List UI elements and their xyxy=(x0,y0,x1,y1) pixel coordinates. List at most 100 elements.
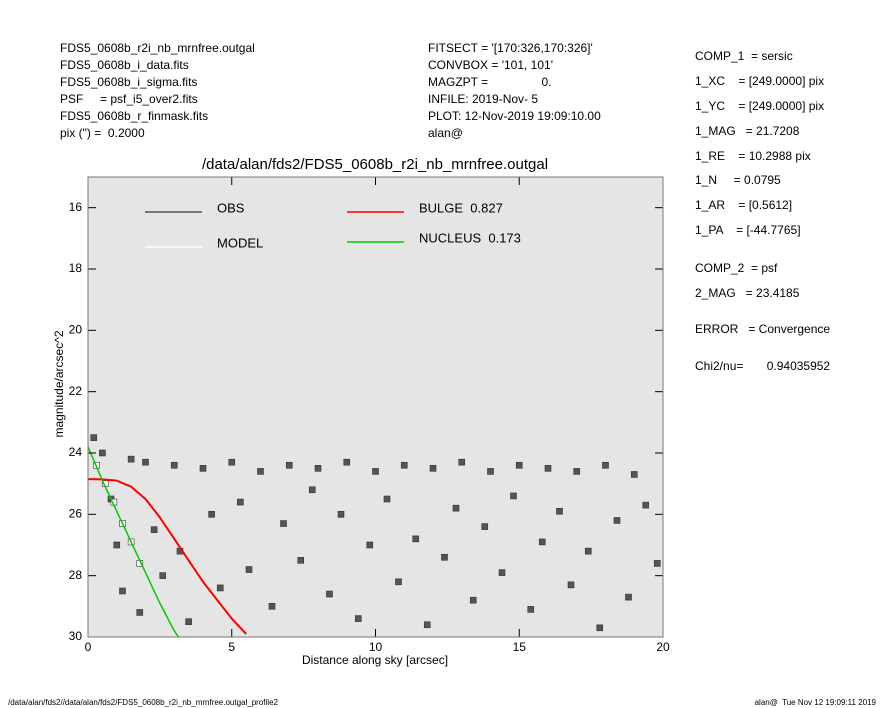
legend-label: NUCLEUS 0.173 xyxy=(419,230,521,245)
data-point xyxy=(584,547,592,555)
data-point xyxy=(423,621,431,629)
legend-label: OBS xyxy=(217,200,245,215)
y-tick-label: 22 xyxy=(69,384,83,398)
data-point xyxy=(573,468,581,475)
y-tick-label: 18 xyxy=(69,261,83,275)
data-point xyxy=(216,584,224,592)
data-point xyxy=(228,458,236,466)
x-tick-label: 20 xyxy=(656,640,670,654)
y-tick-label: 24 xyxy=(69,445,83,459)
data-point xyxy=(498,569,506,576)
data-point xyxy=(257,468,264,475)
header-left-line: PSF = psf_i5_over2.fits xyxy=(60,92,198,106)
header-right-line: 1_PA = [-44.7765] xyxy=(695,223,801,237)
data-point xyxy=(625,593,632,601)
data-point xyxy=(208,511,215,518)
data-point xyxy=(567,581,575,589)
data-point xyxy=(613,517,621,524)
header-middle-line: MAGZPT = 0. xyxy=(428,75,551,89)
data-point xyxy=(527,606,535,613)
plot-frame xyxy=(87,176,664,638)
data-point xyxy=(245,566,253,573)
data-point xyxy=(372,468,379,475)
header-left-line: pix (") = 0.2000 xyxy=(60,126,145,140)
header-middle-line: FITSECT = '[170:326,170:326]' xyxy=(428,41,593,55)
data-point xyxy=(412,535,420,543)
legend-label: MODEL xyxy=(217,235,263,250)
model-line xyxy=(88,478,247,635)
header-right-line: COMP_2 = psf xyxy=(695,261,778,275)
data-point xyxy=(400,461,408,469)
data-point xyxy=(544,465,552,472)
data-point xyxy=(185,618,192,625)
data-point xyxy=(602,461,609,469)
data-point xyxy=(441,553,448,561)
data-point xyxy=(596,624,604,632)
data-point xyxy=(337,511,345,518)
header-right-line: 2_MAG = 23.4185 xyxy=(695,286,800,300)
data-point xyxy=(510,492,517,500)
data-point xyxy=(383,495,391,503)
header-right-line: 1_YC = [249.0000] pix xyxy=(695,99,824,113)
x-axis-label: Distance along sky [arcsec] xyxy=(302,653,448,667)
plot-area xyxy=(88,434,661,637)
data-point xyxy=(113,541,121,549)
header-middle-line: PLOT: 12-Nov-2019 19:09:10.00 xyxy=(428,109,601,123)
data-point xyxy=(142,458,149,466)
header-right-line: 1_N = 0.0795 xyxy=(695,173,781,187)
data-point xyxy=(538,538,546,546)
data-point xyxy=(395,578,402,586)
data-point xyxy=(297,557,305,564)
legend-label: BULGE 0.827 xyxy=(419,200,503,215)
data-point xyxy=(366,541,374,549)
data-point xyxy=(90,434,98,441)
data-point xyxy=(199,465,207,472)
data-point xyxy=(99,449,106,457)
data-point xyxy=(556,507,563,515)
x-tick-label: 0 xyxy=(85,640,92,654)
data-point xyxy=(429,465,437,472)
x-tick-label: 15 xyxy=(513,640,527,654)
x-tick-label: 10 xyxy=(369,640,383,654)
data-point xyxy=(150,526,158,533)
header-right-line: ERROR = Convergence xyxy=(695,322,830,336)
data-point xyxy=(343,458,351,466)
model-line xyxy=(88,446,180,637)
chart-title: /data/alan/fds2/FDS5_0608b_r2i_nb_mrnfre… xyxy=(202,156,548,173)
header-right-line: 1_MAG = 21.7208 xyxy=(695,124,800,138)
data-point xyxy=(280,520,287,527)
data-point xyxy=(515,461,523,469)
x-tick-label: 5 xyxy=(228,640,235,654)
data-point xyxy=(127,455,135,463)
data-point xyxy=(159,572,167,579)
data-point xyxy=(136,609,144,616)
y-axis-label: magnitude/arcsec^2 xyxy=(52,330,66,437)
data-point xyxy=(452,504,460,512)
data-point xyxy=(354,615,362,622)
header-middle-line: CONVBOX = '101, 101' xyxy=(428,58,553,72)
header-right-line: 1_XC = [249.0000] pix xyxy=(695,74,824,88)
data-point xyxy=(653,560,661,567)
data-point xyxy=(119,587,126,595)
header-middle-line: INFILE: 2019-Nov- 5 xyxy=(428,92,538,106)
header-left-line: FDS5_0608b_r2i_nb_mrnfree.outgal xyxy=(60,41,255,55)
data-point xyxy=(285,461,293,469)
plot-background xyxy=(88,177,663,637)
header-middle-line: alan@ xyxy=(428,126,463,140)
data-point xyxy=(308,486,316,494)
y-tick-label: 26 xyxy=(69,507,83,521)
data-point xyxy=(326,590,333,598)
header-left-line: FDS5_0608b_i_data.fits xyxy=(60,58,189,72)
data-point xyxy=(458,458,466,466)
data-point xyxy=(314,465,322,472)
y-tick-label: 20 xyxy=(69,323,83,337)
footer-right: alan@ Tue Nov 12 19:09:11 2019 xyxy=(755,698,877,707)
header-right-line: 1_RE = 10.2988 pix xyxy=(695,149,811,163)
data-point xyxy=(268,603,276,610)
y-tick-label: 30 xyxy=(69,629,83,643)
data-point xyxy=(170,461,178,469)
y-tick-label: 16 xyxy=(69,200,83,214)
data-point xyxy=(481,523,489,530)
data-point xyxy=(642,501,650,509)
